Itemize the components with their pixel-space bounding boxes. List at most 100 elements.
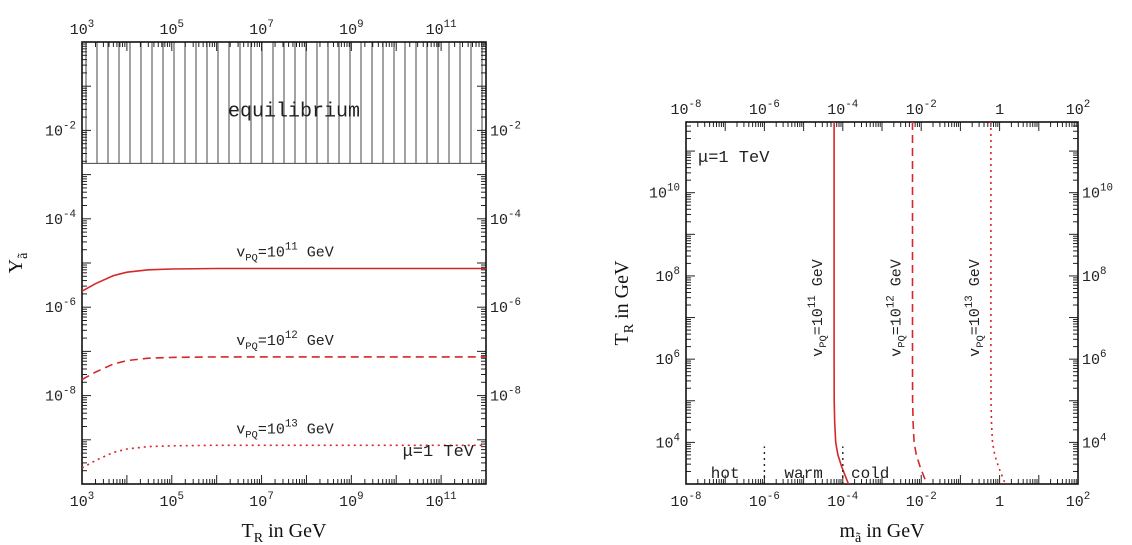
p1-series-2-label-sub: PQ xyxy=(975,335,987,348)
p0-x-tick-label-bottom: 103 xyxy=(70,491,95,511)
p1-y-tick-label-right-base: 10 xyxy=(1082,186,1100,203)
p0-y-tick-label-left-base: 10 xyxy=(45,300,63,317)
p1-series-2-line xyxy=(990,122,1007,484)
p1-y-axis-title: TR in GeV xyxy=(611,260,637,345)
p0-x-tick-label-top-base: 10 xyxy=(249,22,267,39)
p0-y-tick-label-right-exp: -2 xyxy=(508,120,521,132)
p1-y-tick-label-right-exp: 6 xyxy=(1100,349,1106,361)
p0-y-tick-label-right: 10-4 xyxy=(490,209,521,229)
p0-x-tick-label-top: 109 xyxy=(339,19,364,39)
p0-x-tick-label-bottom-base: 10 xyxy=(249,494,267,511)
p0-y-tick-label-right: 10-2 xyxy=(490,120,521,140)
p0-x-axis-title-base: T xyxy=(242,520,254,542)
p0-x-tick-label-bottom: 105 xyxy=(160,491,185,511)
p1-x-tick-label-top: 10-4 xyxy=(827,99,858,119)
p1-x-tick-label-bottom-exp: 2 xyxy=(1084,491,1090,503)
p1-y-tick-label-right-exp: 8 xyxy=(1100,266,1106,278)
p0-y-tick-label-left-exp: -6 xyxy=(63,297,76,309)
p0-x-axis-title-sub: R xyxy=(254,531,264,545)
p1-series-0-label-sub: PQ xyxy=(818,335,830,348)
p1-x-tick-label-bottom-exp: -2 xyxy=(924,491,937,503)
p1-x-axis-title-rest: in GeV xyxy=(861,520,925,542)
p0-x-tick-label-top-exp: 3 xyxy=(88,19,94,31)
p1-y-tick-label-left-exp: 10 xyxy=(667,183,680,195)
p0-x-tick-label-bottom-exp: 3 xyxy=(88,491,94,503)
p1-series-1-line xyxy=(911,122,928,484)
p1-x-tick-label-top: 1 xyxy=(995,102,1004,119)
p0-y-axis-title-sub: ã xyxy=(16,252,31,259)
p1-series-0-label-v: v xyxy=(810,348,827,357)
p0-series-2-label-unit: GeV xyxy=(298,421,334,438)
p0-x-axis-title-rest: in GeV xyxy=(263,520,327,542)
p1-y-tick-label-right-base: 10 xyxy=(1082,269,1100,286)
p1-y-tick-label-left: 106 xyxy=(656,349,681,369)
p0-series-0-label-unit: GeV xyxy=(298,245,334,262)
p1-series-0-label: vPQ=1011 GeV xyxy=(807,259,830,357)
p1-x-tick-label-top-base: 1 xyxy=(995,102,1004,119)
p0-series-0-label: vPQ=1011 GeV xyxy=(236,242,334,265)
p1-y-tick-label-right: 104 xyxy=(1082,432,1107,452)
p1-y-tick-label-left-base: 10 xyxy=(656,269,674,286)
p1-y-tick-label-left-exp: 4 xyxy=(674,432,680,444)
p1-series-0-label-eq: =10 xyxy=(810,308,827,335)
p1-x-tick-label-top-base: 10 xyxy=(1066,102,1084,119)
p1-y-axis-title-sub: R xyxy=(622,323,637,333)
p0-x-tick-label-top: 107 xyxy=(249,19,274,39)
p0-x-axis-title: TR in GeV xyxy=(242,520,327,545)
p0-y-tick-label-right-base: 10 xyxy=(490,300,508,317)
p1-x-tick-label-bottom-base: 10 xyxy=(906,494,924,511)
p0-equilibrium-label: equilibrium xyxy=(228,101,360,124)
left-chart-panel: equilibrium10310310510510710710910910111… xyxy=(5,19,521,545)
p0-series-2-label-eq: =10 xyxy=(258,421,285,438)
p0-x-tick-label-bottom-base: 10 xyxy=(160,494,178,511)
p0-series-1-line xyxy=(82,356,486,381)
p1-x-tick-label-top-exp: -2 xyxy=(924,99,937,111)
p1-region-label-cold: cold xyxy=(851,465,889,483)
p0-x-tick-label-bottom: 107 xyxy=(249,491,274,511)
p1-mu-annotation: μ=1 TeV xyxy=(698,149,770,168)
p1-x-tick-label-top-base: 10 xyxy=(906,102,924,119)
p1-series-1-label: vPQ=1012 GeV xyxy=(886,259,909,357)
p0-y-tick-label-left-exp: -8 xyxy=(63,386,76,398)
p0-series-1-label-eq: =10 xyxy=(258,333,285,350)
p1-x-tick-label-top-exp: 2 xyxy=(1084,99,1090,111)
right-chart-panel: 10-810-810-610-610-410-410-210-211102102… xyxy=(611,99,1113,545)
p0-y-tick-label-right: 10-8 xyxy=(490,386,521,406)
p0-y-tick-label-left-base: 10 xyxy=(45,389,63,406)
p1-x-tick-label-bottom: 10-4 xyxy=(827,491,858,511)
p0-x-tick-label-bottom-base: 10 xyxy=(426,494,444,511)
p1-x-tick-label-top-base: 10 xyxy=(671,102,689,119)
p1-y-tick-label-right: 106 xyxy=(1082,349,1107,369)
p0-equilibrium-region xyxy=(82,42,486,164)
p0-x-tick-label-top-exp: 7 xyxy=(267,19,273,31)
p1-series-1-label-v: v xyxy=(889,348,906,357)
p0-x-tick-label-top-base: 10 xyxy=(160,22,178,39)
p0-series-0-label-exp: 11 xyxy=(285,242,298,254)
p0-y-tick-label-left-base: 10 xyxy=(45,212,63,229)
p1-series-0-label-exp: 11 xyxy=(807,295,819,308)
p1-y-tick-label-right-exp: 10 xyxy=(1100,183,1113,195)
p1-x-tick-label-top-exp: -6 xyxy=(767,99,780,111)
p0-y-axis-title-base: Y xyxy=(5,259,27,273)
p1-x-tick-label-top-base: 10 xyxy=(827,102,845,119)
p1-x-tick-label-bottom-base: 10 xyxy=(671,494,689,511)
p1-y-tick-label-left-exp: 8 xyxy=(674,266,680,278)
p1-y-tick-label-left: 108 xyxy=(656,266,681,286)
p1-x-tick-label-bottom: 10-8 xyxy=(671,491,702,511)
p1-y-tick-label-left-base: 10 xyxy=(656,435,674,452)
p1-x-tick-label-bottom-exp: -4 xyxy=(845,491,858,503)
p1-series-0-line xyxy=(833,122,850,484)
p0-frame xyxy=(81,41,487,485)
p1-y-tick-label-left: 1010 xyxy=(649,183,680,203)
p0-y-tick-label-left-exp: -4 xyxy=(63,209,76,221)
p0-y-tick-label-right-exp: -6 xyxy=(508,297,521,309)
p0-y-tick-label-right-exp: -8 xyxy=(508,386,521,398)
p0-y-tick-label-left: 10-2 xyxy=(45,120,76,140)
p1-series-1-label-unit: GeV xyxy=(889,259,906,295)
p0-x-tick-label-bottom-exp: 7 xyxy=(267,491,273,503)
p0-y-tick-label-right-exp: -4 xyxy=(508,209,521,221)
p1-x-tick-label-bottom-base: 10 xyxy=(1066,494,1084,511)
p1-series-0-label-unit: GeV xyxy=(810,259,827,295)
p0-mu-annotation: μ=1 TeV xyxy=(403,443,475,462)
p1-x-tick-label-top-base: 10 xyxy=(749,102,767,119)
